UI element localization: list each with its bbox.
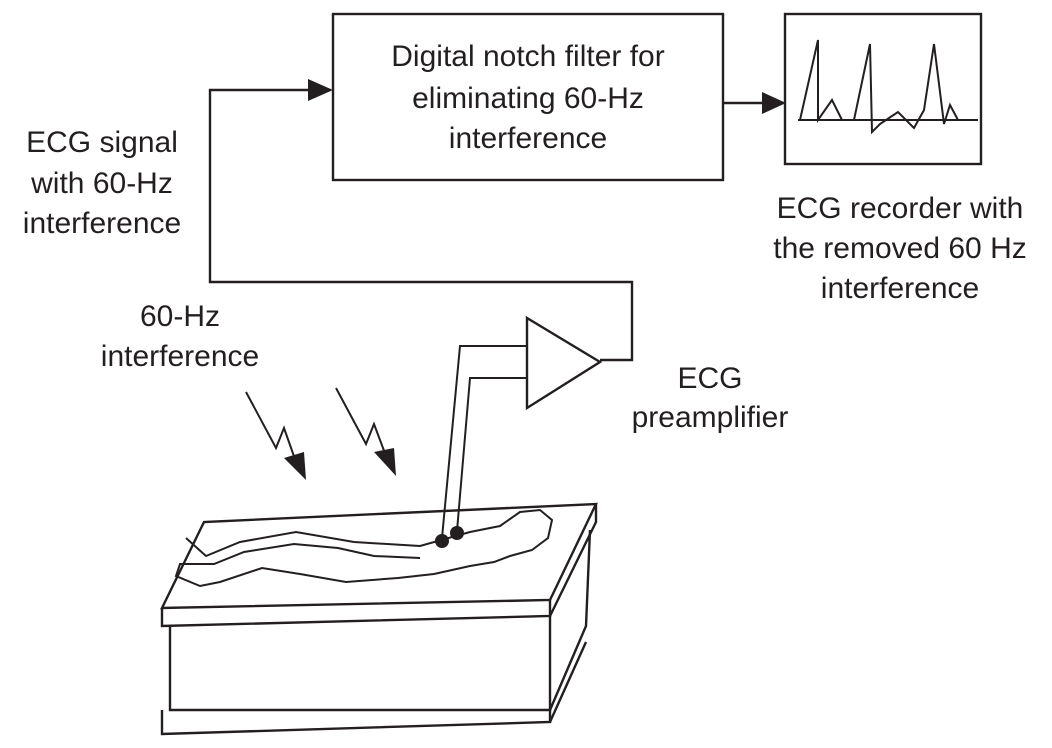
- ecg-signal-label-line-1: ECG signal: [26, 126, 178, 159]
- signal-line-to-filter: [208, 88, 634, 362]
- table-foot: [160, 710, 552, 736]
- electrode-1-icon: [435, 534, 449, 548]
- filter-label-line-3: interference: [449, 122, 607, 155]
- table-foot-side: [548, 641, 588, 723]
- table-base-side: [548, 529, 592, 711]
- filter-box: [331, 12, 725, 182]
- patient-table: [160, 502, 598, 736]
- electrode-lead-1: [441, 345, 527, 539]
- filter-label-line-1: Digital notch filter for: [391, 40, 664, 73]
- ecg-trace-icon: [799, 39, 959, 135]
- table-base-front: [168, 616, 552, 712]
- table-side-edge: [548, 504, 598, 617]
- ecg-signal-label-line-3: interference: [23, 207, 181, 240]
- recorder-label-line-3: interference: [821, 272, 979, 305]
- interference-label-line-1: 60-Hz: [140, 300, 220, 333]
- preamp-label-line-1: ECG: [677, 362, 742, 395]
- interference-bolt-1-icon: [245, 391, 306, 480]
- recorder-screen: [783, 12, 983, 166]
- arrow-into-recorder-icon: [762, 92, 786, 114]
- preamp-label-line-2: preamplifier: [632, 401, 789, 434]
- preamplifier-triangle-icon: [525, 315, 603, 411]
- notch-filter-block: Digital notch filter for eliminating 60-…: [331, 12, 725, 182]
- ecg-signal-label-line-2: with 60-Hz: [30, 167, 173, 200]
- patient-body-icon: [174, 508, 554, 588]
- ecg-recorder: [783, 12, 983, 166]
- arrow-into-filter-icon: [308, 79, 333, 101]
- interference-bolt-2-icon: [335, 387, 396, 476]
- table-top-edge: [160, 600, 552, 628]
- electrode-lead-2: [456, 377, 527, 532]
- filter-label-line-2: eliminating 60-Hz: [412, 82, 644, 115]
- electrode-2-icon: [450, 526, 464, 540]
- recorder-label-line-1: ECG recorder with: [777, 192, 1024, 225]
- recorder-label-line-2: the removed 60 Hz: [773, 232, 1026, 265]
- interference-label-line-2: interference: [101, 340, 259, 373]
